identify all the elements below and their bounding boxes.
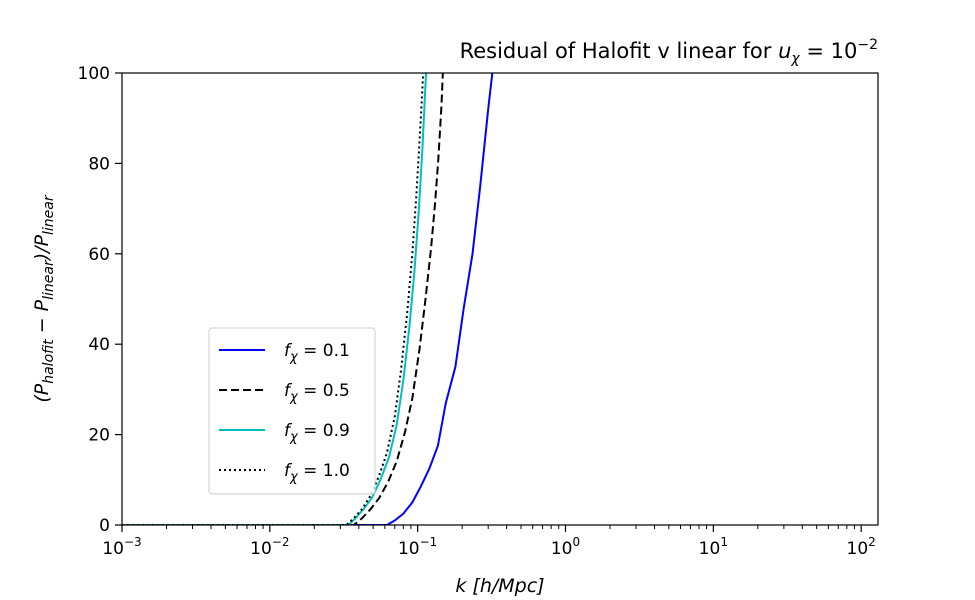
- legend-box: [208, 327, 376, 495]
- series-line-1: [122, 73, 444, 525]
- x-tick-label: 10−3: [102, 535, 141, 559]
- plot-area: [121, 72, 879, 526]
- y-tick-label: 20: [88, 426, 110, 446]
- y-tick-label: 0: [99, 516, 110, 536]
- x-tick-label: 102: [847, 535, 876, 559]
- x-tick-label: 101: [699, 535, 728, 559]
- legend-label-1: fχ = 0.5: [284, 381, 350, 405]
- x-axis: 10−3 10−2 10−1 100 101 102: [102, 525, 876, 559]
- y-tick-label: 40: [88, 335, 110, 355]
- series-line-0: [122, 73, 494, 525]
- y-tick-label: 60: [88, 245, 110, 265]
- chart-title: Residual of Halofit v linear for uχ = 10…: [460, 37, 878, 67]
- x-tick-label: 10−2: [250, 535, 289, 559]
- series-line-2: [122, 73, 428, 525]
- y-axis: 0 20 40 60 80 100: [78, 64, 122, 536]
- y-tick-label: 100: [78, 64, 110, 84]
- y-axis-label: (Phalofit − Plinear)/Plinear: [31, 194, 57, 403]
- legend: fχ = 0.1 fχ = 0.5 fχ = 0.9 fχ = 1.0: [208, 327, 376, 495]
- y-tick-label: 80: [88, 154, 110, 174]
- x-tick-label: 10−1: [398, 535, 437, 559]
- legend-label-2: fχ = 0.9: [284, 421, 350, 445]
- x-tick-label: 100: [551, 535, 580, 559]
- legend-label-3: fχ = 1.0: [284, 461, 350, 485]
- x-axis-label: k [h/Mpc]: [455, 575, 544, 597]
- plot-frame: [121, 72, 879, 526]
- series-line-3: [122, 73, 425, 525]
- legend-label-0: fχ = 0.1: [284, 341, 350, 365]
